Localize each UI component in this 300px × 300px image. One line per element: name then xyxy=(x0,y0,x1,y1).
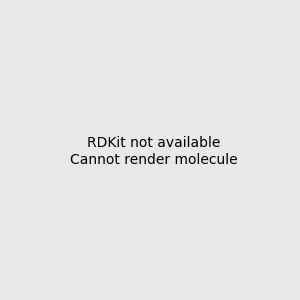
Text: RDKit not available
Cannot render molecule: RDKit not available Cannot render molecu… xyxy=(70,136,238,166)
